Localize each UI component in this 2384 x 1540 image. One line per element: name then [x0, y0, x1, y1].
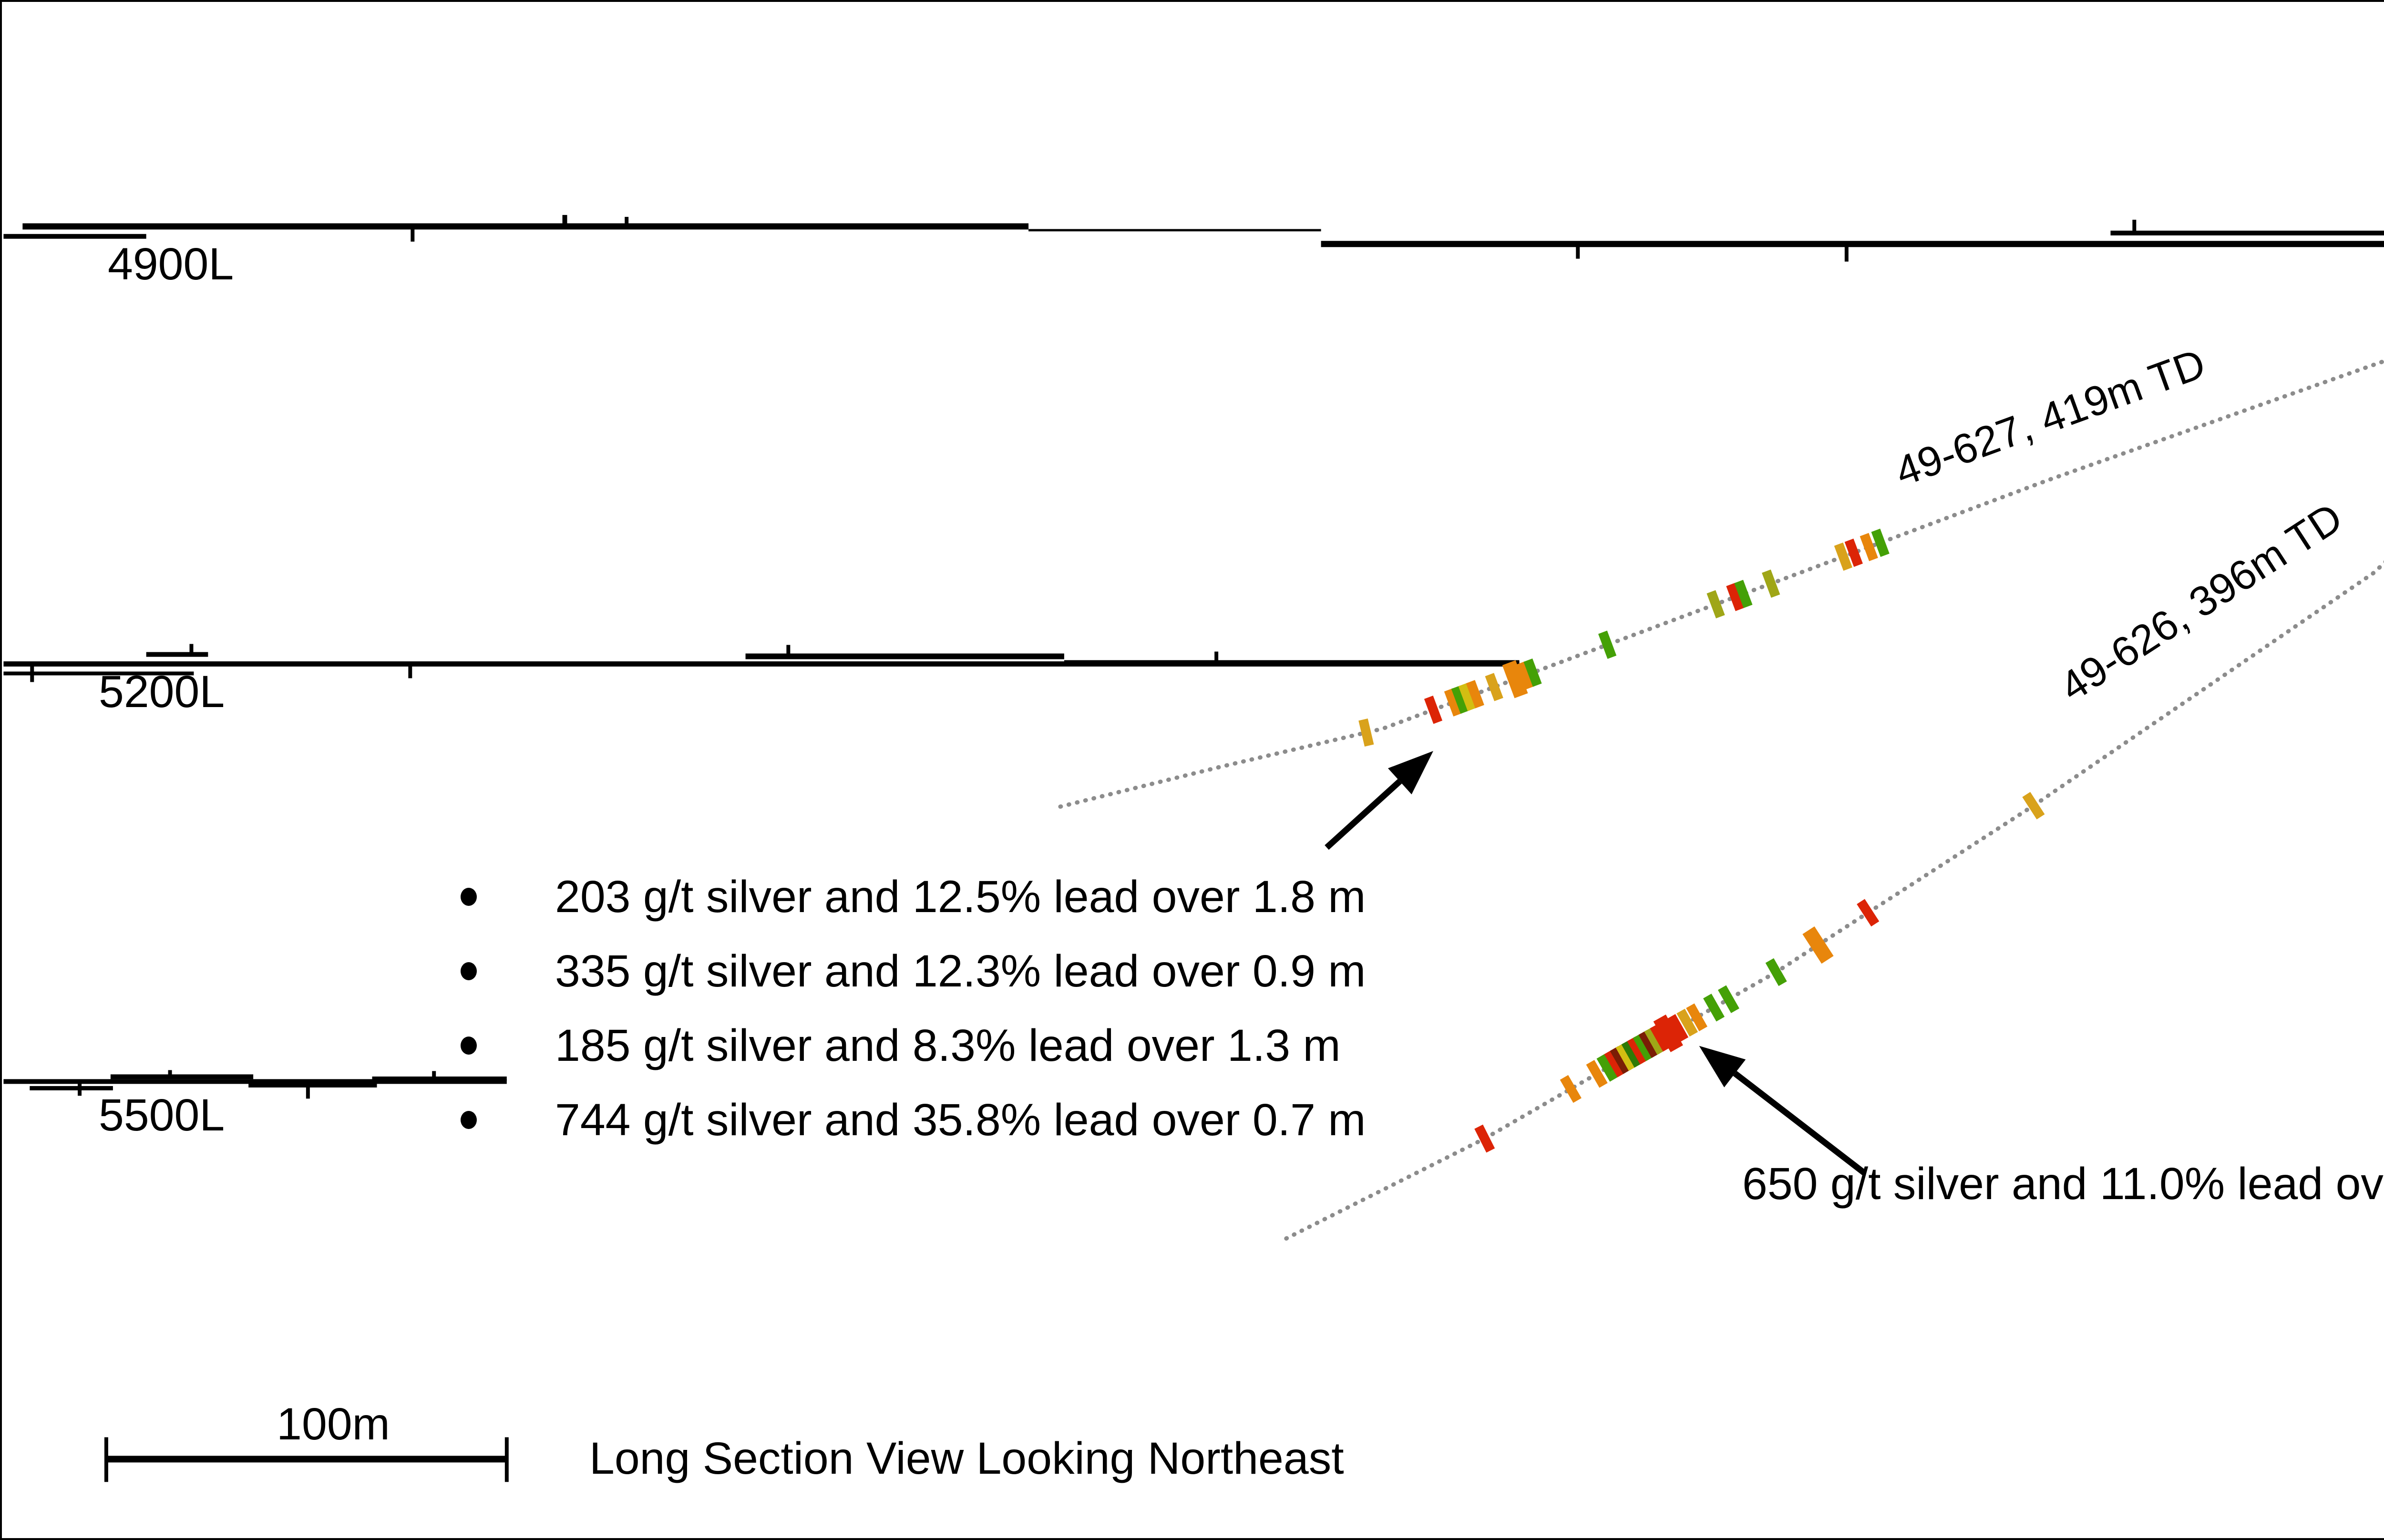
assay-interval-tick	[1734, 580, 1753, 608]
bullet-list-arrow-shaft	[1325, 779, 1402, 850]
assay-interval-tick	[1458, 683, 1477, 711]
assay-interval-tick	[1857, 899, 1880, 927]
bullet-icon	[461, 1111, 477, 1129]
assay-interval-tick	[1560, 1075, 1582, 1103]
assay-interval-tick	[1424, 696, 1443, 724]
bullet-icon	[461, 888, 477, 906]
assay-interval-tick	[1633, 1033, 1654, 1061]
assay-interval-tick	[1860, 533, 1878, 562]
assay-list-item: 203 g/t silver and 12.5% lead over 1.8 m	[461, 860, 1366, 934]
assay-interval-tick	[1638, 1030, 1660, 1058]
level-label-5200: 5200L	[99, 667, 225, 717]
assay-interval-tick	[1586, 1060, 1608, 1088]
assay-list-item: 744 g/t silver and 35.8% lead over 0.7 m	[461, 1083, 1366, 1157]
scale-bar-label: 100m	[277, 1399, 390, 1449]
assay-interval-tick	[1650, 1024, 1672, 1052]
assay-bullet-list: 203 g/t silver and 12.5% lead over 1.8 m…	[461, 860, 1366, 1157]
assay-list-item: 185 g/t silver and 8.3% lead over 1.3 m	[461, 1008, 1366, 1083]
assay-interval-tick	[1610, 1046, 1632, 1074]
assay-interval-tick	[1444, 688, 1463, 717]
assay-interval-tick	[1474, 1124, 1495, 1153]
assay-interval-tick	[1653, 1014, 1683, 1052]
assay-interval-tick	[1466, 680, 1484, 708]
assay-text: 185 g/t silver and 8.3% lead over 1.3 m	[555, 1020, 1341, 1071]
assay-interval-tick	[1523, 658, 1542, 687]
assay-interval-tick	[1686, 1003, 1708, 1031]
assay-text: 335 g/t silver and 12.3% lead over 0.9 m	[555, 945, 1366, 996]
level-label-4900: 4900L	[108, 239, 234, 289]
view-caption: Long Section View Looking Northeast	[589, 1433, 1344, 1484]
assay-text: 744 g/t silver and 35.8% lead over 0.7 m	[555, 1094, 1366, 1145]
drill-trace-49-626	[1284, 560, 2384, 1241]
bullet-icon	[461, 962, 477, 980]
assay-interval-tick	[1703, 994, 1725, 1022]
assay-interval-tick	[1834, 542, 1852, 571]
bullet-icon	[461, 1037, 477, 1055]
assay-interval-tick	[1615, 1043, 1637, 1071]
assay-interval-tick	[1502, 660, 1528, 698]
assay-interval-tick	[1667, 1014, 1689, 1042]
assay-interval-tick	[1598, 630, 1617, 659]
assay-interval-tick	[1726, 583, 1745, 611]
drill-trace-49-627	[1058, 359, 2384, 809]
assay-interval-tick	[1644, 1027, 1666, 1055]
assay-interval-tick	[1871, 528, 1890, 557]
assay-interval-tick	[1596, 1054, 1618, 1082]
assay-text: 203 g/t silver and 12.5% lead over 1.8 m	[555, 871, 1366, 922]
assay-interval-tick	[1762, 569, 1780, 598]
annotation-arrow-head	[1699, 1046, 1746, 1088]
assay-interval-tick	[1604, 1049, 1626, 1078]
assay-list-item: 335 g/t silver and 12.3% lead over 0.9 m	[461, 934, 1366, 1008]
assay-interval-tick	[1765, 958, 1787, 986]
bullet-list-arrow-head	[1387, 751, 1433, 795]
assay-interval-tick	[1717, 985, 1739, 1013]
assay-interval-tick	[1621, 1039, 1643, 1068]
assay-interval-tick	[1358, 718, 1374, 747]
assay-interval-tick	[1676, 1008, 1698, 1037]
assay-interval-tick	[1802, 926, 1834, 964]
assay-interval-tick	[1485, 673, 1503, 701]
level-label-5500: 5500L	[99, 1090, 225, 1140]
assay-interval-tick	[2022, 791, 2045, 820]
assay-annotation-650: 650 g/t silver and 11.0% lead over 7.7 m	[1742, 1159, 2384, 1209]
assay-interval-tick	[1627, 1037, 1649, 1065]
annotation-arrow-shaft	[1733, 1071, 1866, 1176]
assay-interval-tick	[1706, 590, 1725, 619]
assay-interval-tick	[1844, 538, 1863, 567]
assay-interval-tick	[1451, 685, 1469, 714]
assay-interval-tick	[1516, 661, 1535, 690]
